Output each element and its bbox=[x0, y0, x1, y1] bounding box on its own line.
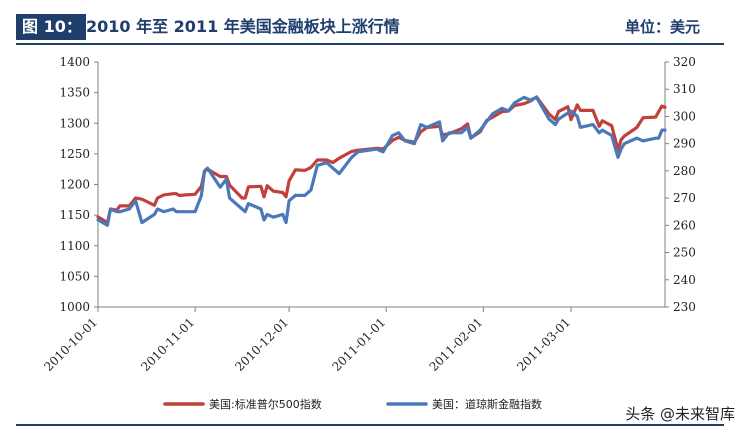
legend-label: 美国：道琼斯金融指数 bbox=[432, 397, 542, 411]
right-tick-label: 290 bbox=[673, 137, 696, 151]
legend-label: 美国:标准普尔500指数 bbox=[209, 397, 322, 411]
right-tick-label: 260 bbox=[673, 218, 696, 232]
right-tick-label: 240 bbox=[673, 273, 696, 287]
figure-title: 2010 年至 2011 年美国金融板块上涨行情 bbox=[86, 17, 400, 36]
right-tick-label: 250 bbox=[673, 246, 696, 260]
x-tick-label: 2010-12-01 bbox=[232, 315, 291, 374]
unit-label: 单位：美元 bbox=[624, 18, 700, 36]
right-tick-label: 310 bbox=[673, 82, 696, 96]
watermark: 头条 @未来智库 bbox=[625, 405, 735, 423]
figure-header: 图 10： 2010 年至 2011 年美国金融板块上涨行情 单位：美元 bbox=[16, 11, 724, 45]
right-tick-label: 280 bbox=[673, 164, 696, 178]
figure-number-badge: 图 10： bbox=[16, 14, 86, 40]
right-tick-label: 320 bbox=[673, 55, 696, 69]
right-tick-label: 270 bbox=[673, 191, 696, 205]
x-tick-label: 2010-10-01 bbox=[41, 315, 100, 374]
x-tick-label: 2011-01-01 bbox=[329, 315, 388, 374]
chart-legend: 美国:标准普尔500指数 美国：道琼斯金融指数 bbox=[163, 397, 542, 411]
series-line-dow-financials bbox=[96, 95, 667, 227]
left-tick-label: 1300 bbox=[59, 116, 90, 130]
series-line-sp500 bbox=[96, 95, 667, 225]
left-tick-label: 1400 bbox=[59, 55, 90, 69]
left-tick-label: 1050 bbox=[59, 269, 90, 283]
left-tick-label: 1000 bbox=[59, 300, 90, 314]
right-tick-label: 300 bbox=[673, 109, 696, 123]
x-tick-label: 2011-02-01 bbox=[427, 315, 486, 374]
chart-series bbox=[96, 95, 667, 227]
right-tick-label: 230 bbox=[673, 300, 696, 314]
left-tick-label: 1150 bbox=[59, 208, 90, 222]
left-tick-label: 1200 bbox=[59, 178, 90, 192]
x-tick-label: 2011-03-01 bbox=[514, 315, 573, 374]
left-tick-label: 1350 bbox=[59, 86, 90, 100]
x-tick-label: 2010-11-01 bbox=[138, 315, 197, 374]
bottom-rule bbox=[16, 424, 724, 426]
left-tick-label: 1250 bbox=[59, 147, 90, 161]
left-tick-label: 1100 bbox=[59, 239, 90, 253]
